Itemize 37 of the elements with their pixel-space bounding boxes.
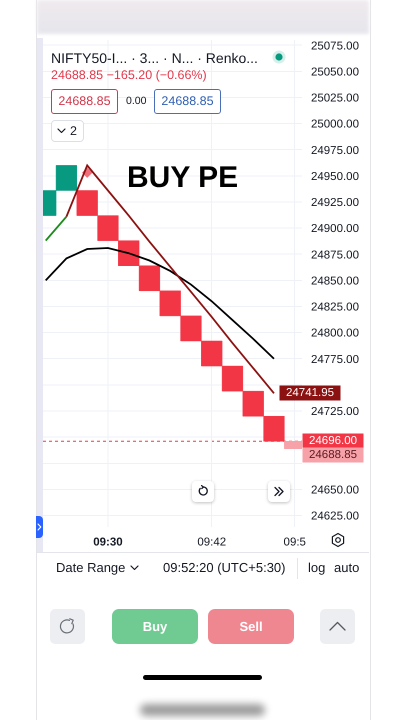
x-tick-label: 09:42 (197, 536, 226, 548)
y-tick-label: 24900.00 (311, 223, 359, 236)
y-tick-label: 25025.00 (311, 92, 359, 105)
y-tick-label: 24925.00 (311, 197, 359, 210)
data-label: 24741.95 (286, 387, 334, 399)
text: log (308, 560, 326, 576)
text: 24696.00 (309, 435, 357, 447)
y-tick-label: 24975.00 (311, 144, 359, 157)
line-series (66, 164, 275, 394)
text: 24688.85 −165.20 (−0.66%) (51, 68, 207, 83)
x-tick-label: 09:5 (284, 536, 306, 548)
y-tick-label: 25000.00 (311, 118, 359, 131)
y-tick-label: 25075.00 (311, 40, 359, 52)
y-tick-label: 24800.00 (311, 328, 359, 340)
text: Sell (238, 618, 264, 634)
annotation: 24688.85 (57, 94, 112, 109)
text: 24688.85 (309, 449, 357, 461)
x-tick-label: 09:30 (93, 536, 123, 548)
y-tick-label: 24875.00 (311, 249, 359, 262)
y-tick-label: 24650.00 (311, 484, 359, 496)
text: Buy (142, 618, 168, 634)
annotation: BUY PE (127, 160, 238, 196)
text: auto (334, 560, 360, 576)
y-tick-label: 25050.00 (311, 66, 359, 78)
annotation: 0.00 (126, 94, 146, 108)
annotation: 2 (70, 124, 77, 138)
y-tick-label: 24950.00 (311, 170, 359, 183)
y-tick-label: 24625.00 (311, 510, 359, 523)
annotation: 24688.85 (160, 94, 215, 109)
text: NIFTY50-I... · 3... · N... · Renko... (51, 50, 258, 67)
y-tick-label: 24825.00 (311, 302, 359, 314)
y-tick-label: 24850.00 (311, 275, 359, 288)
y-tick-label: 24725.00 (311, 406, 359, 418)
text: Date Range (56, 560, 126, 576)
y-tick-label: 24775.00 (311, 354, 359, 366)
line-series (44, 247, 275, 360)
text: 09:52:20 (UTC+5:30) (163, 560, 286, 576)
